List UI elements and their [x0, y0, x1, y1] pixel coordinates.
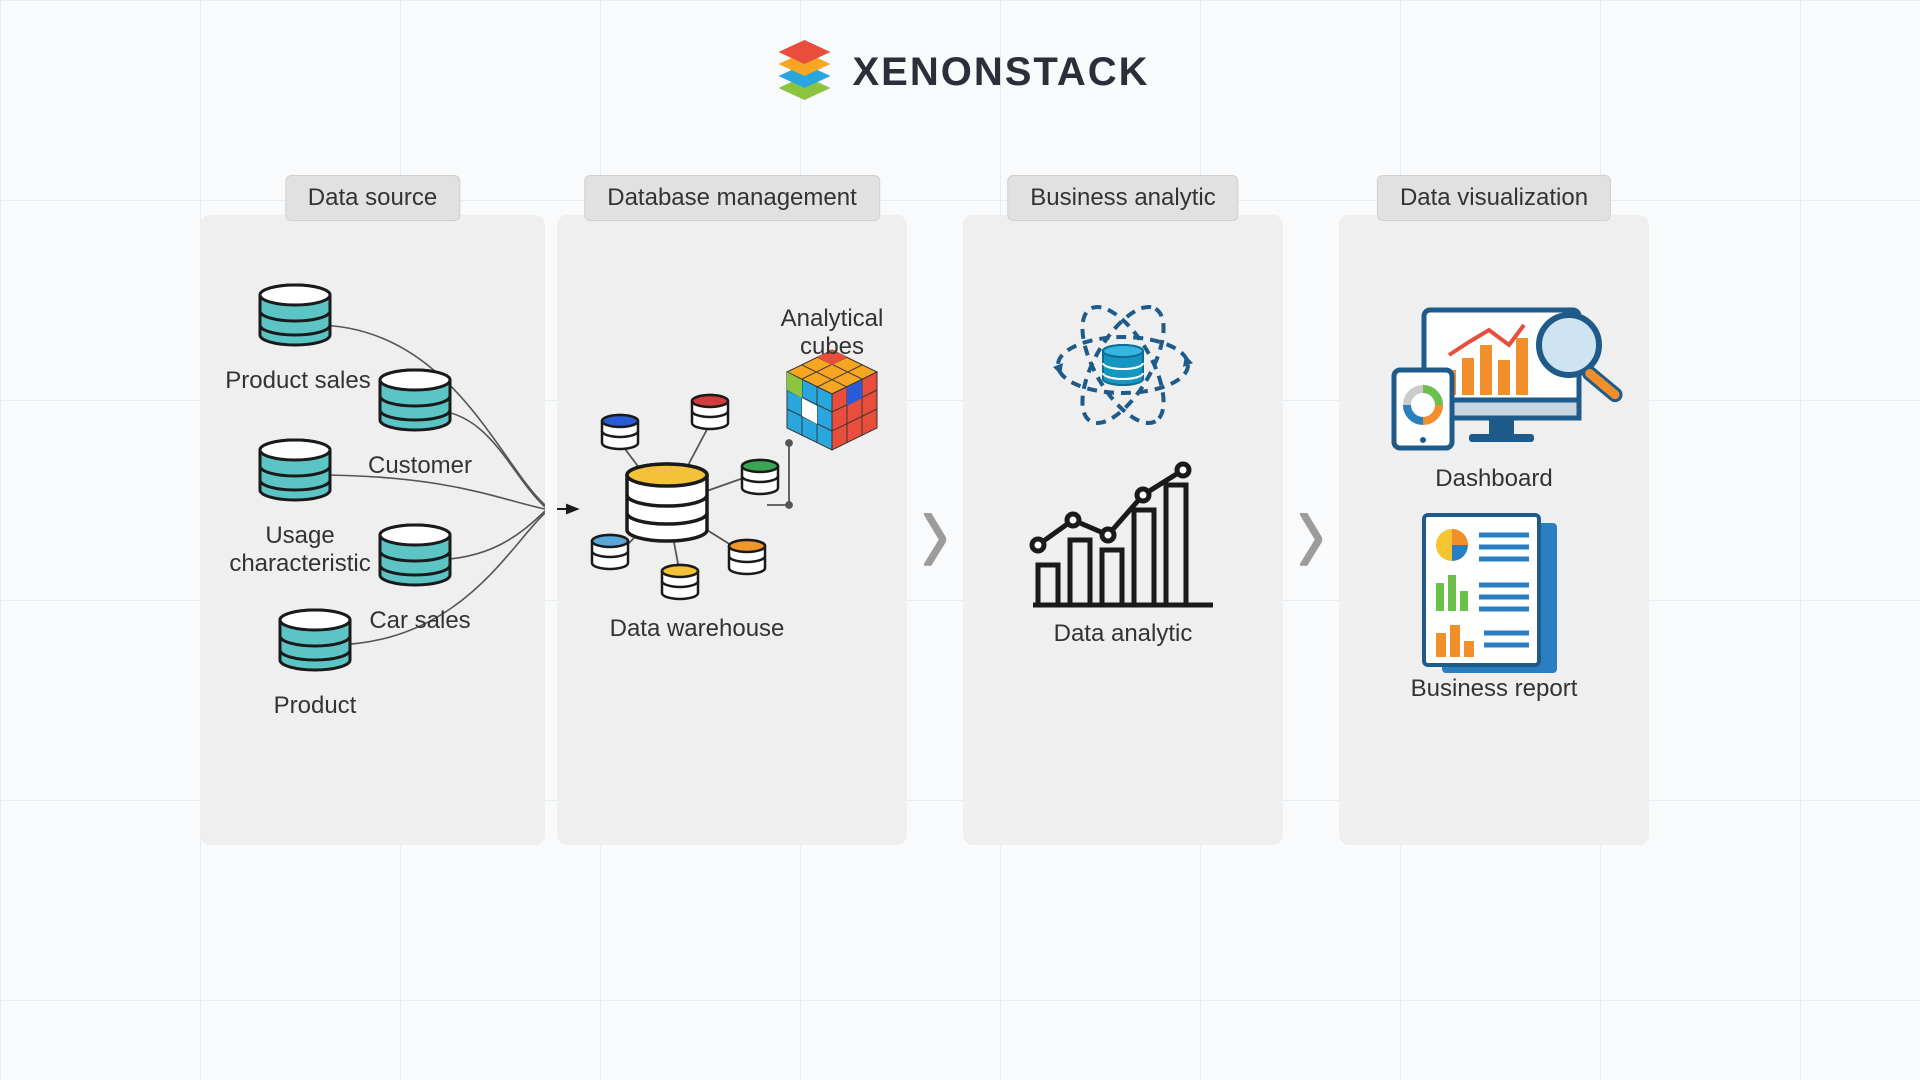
item-label: Product sales	[218, 367, 378, 395]
item-label: Customer	[360, 452, 480, 480]
stage-title: Database management	[584, 175, 880, 221]
stage-title: Business analytic	[1007, 175, 1238, 221]
viz-graphic	[1339, 215, 1649, 845]
stage-title: Data source	[285, 175, 460, 221]
item-label: Product	[250, 692, 380, 720]
report-icon	[1424, 515, 1557, 673]
flow-arrow: ›	[1283, 215, 1339, 845]
dashboard-icon	[1394, 310, 1623, 448]
pipeline-diagram: Data source	[200, 215, 1780, 845]
item-label: Car sales	[360, 607, 480, 635]
dashboard-label: Dashboard	[1409, 465, 1579, 493]
analytical-cube-icon	[787, 350, 877, 450]
logo-stack-icon	[770, 40, 838, 104]
brand-name: XENONSTACK	[852, 50, 1149, 95]
stage-business-analytic: Business analytic	[963, 215, 1283, 845]
report-label: Business report	[1394, 675, 1594, 703]
stage-title: Data visualization	[1377, 175, 1611, 221]
cubes-label: Analytical cubes	[762, 305, 902, 361]
flow-arrow: ›	[907, 215, 963, 845]
stage-data-visualization: Data visualization	[1339, 215, 1649, 845]
barline-chart-icon	[1032, 464, 1213, 605]
stage-data-source: Data source	[200, 215, 545, 845]
database-icon	[1103, 345, 1143, 385]
analytic-label: Data analytic	[1023, 620, 1223, 648]
item-label: Usage characteristic	[200, 522, 400, 578]
analytic-graphic	[963, 215, 1283, 845]
brand-logo: XENONSTACK	[770, 40, 1149, 104]
stage-database-management: Database management	[557, 215, 907, 845]
warehouse-label: Data warehouse	[597, 615, 797, 643]
